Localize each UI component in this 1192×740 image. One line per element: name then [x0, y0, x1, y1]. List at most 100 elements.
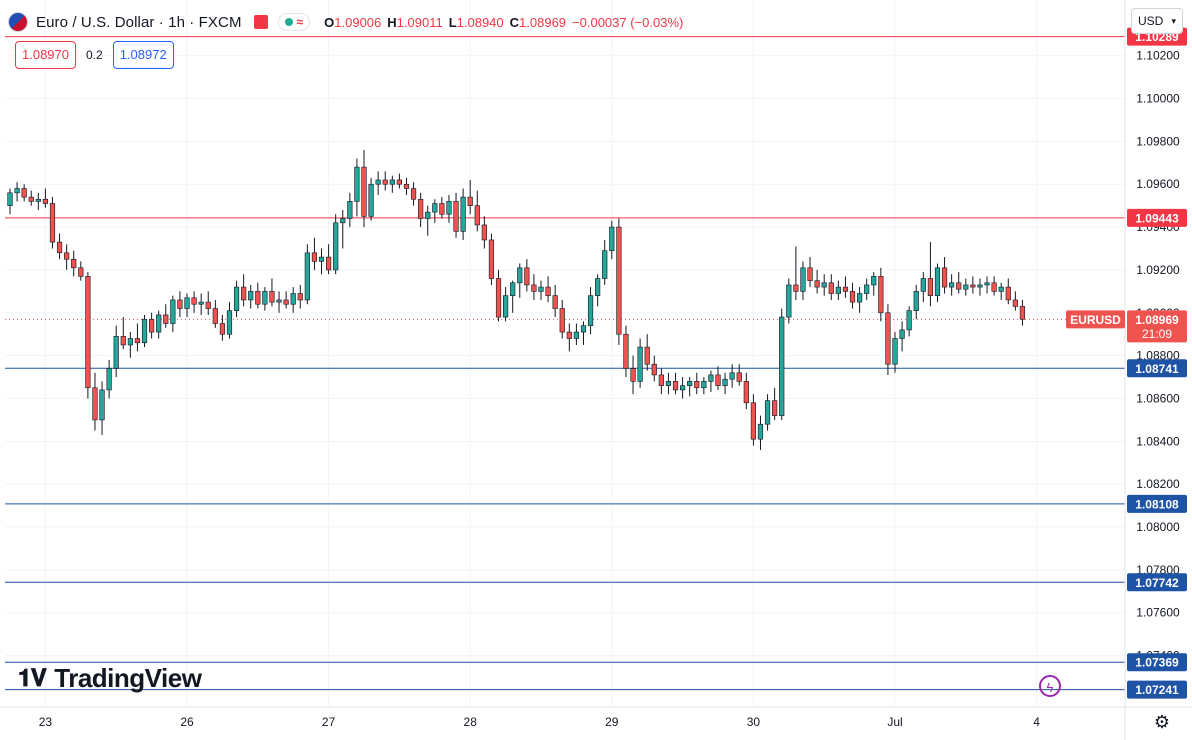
candle-body [56, 241, 63, 254]
candle-body [325, 256, 332, 271]
candle-body [963, 284, 969, 290]
chart-header: Euro / U.S. Dollar · 1h · FXCM ≈ O1.0900… [8, 10, 683, 34]
candle-body [1012, 299, 1018, 307]
horizontal-levels [5, 36, 1125, 691]
candle-body [715, 374, 721, 386]
level-tag-label: 1.07241 [1135, 683, 1179, 697]
candle-body [269, 291, 275, 303]
candle-body [205, 301, 211, 309]
y-tick-label: 1.08200 [1136, 477, 1180, 491]
price-axis[interactable]: 1.102001.100001.098001.096001.094001.092… [1124, 0, 1192, 740]
candle-body [446, 201, 452, 215]
candle-body [127, 338, 133, 346]
quote-row: 1.08970 0.2 1.08972 [15, 41, 174, 69]
symbol-title[interactable]: Euro / U.S. Dollar · 1h · FXCM [36, 13, 242, 31]
candle-body [71, 258, 77, 269]
candle-body [984, 282, 990, 286]
candle-body [191, 297, 197, 305]
level-tag-bg [1127, 573, 1187, 592]
candle-body [800, 267, 806, 292]
candle-body [226, 310, 233, 335]
candle-body [757, 423, 764, 440]
candle-body [637, 346, 643, 382]
candle-body [949, 282, 955, 288]
candle-body [354, 166, 360, 202]
candle-body [410, 188, 417, 200]
candle-body [42, 198, 48, 204]
candle-body [403, 183, 410, 189]
candle-body [163, 314, 169, 324]
candle-body [934, 267, 941, 296]
x-tick-label: 28 [464, 715, 478, 729]
candle-body [842, 286, 849, 292]
y-tick-label: 1.08600 [1136, 391, 1180, 405]
candle-body [786, 284, 792, 318]
level-tag-bg [1127, 680, 1187, 699]
settings-icon[interactable]: ⚙ [1153, 712, 1171, 732]
level-tag-label: 1.08108 [1135, 497, 1179, 511]
candle-body [453, 201, 459, 232]
grid-lines [5, 0, 1125, 707]
candle-body [106, 368, 112, 391]
y-tick-label: 1.09600 [1136, 177, 1180, 191]
candle-body [418, 198, 424, 219]
x-tick-label: 27 [322, 715, 336, 729]
level-tag-bg [1127, 208, 1187, 227]
ohlc-low: 1.08940 [456, 14, 504, 30]
candle-body [425, 211, 431, 219]
candle-body [623, 333, 629, 369]
candle-body [899, 329, 905, 339]
candle-body [120, 336, 126, 346]
candle-body [941, 267, 948, 288]
sell-button[interactable]: 1.08970 [15, 41, 76, 69]
ohlc-close: 1.08969 [519, 14, 567, 30]
market-status-pill[interactable]: ≈ [277, 13, 311, 31]
candle-body [927, 278, 933, 296]
candle-body [538, 286, 544, 292]
y-tick-label: 1.10000 [1136, 92, 1180, 106]
candles [7, 149, 1026, 450]
y-tick-label: 1.07600 [1136, 606, 1180, 620]
candle-body [970, 284, 976, 288]
candle-body [871, 276, 877, 286]
candle-body [729, 372, 735, 380]
candle-body [602, 250, 608, 279]
candle-body [864, 284, 870, 294]
candle-body [580, 325, 587, 333]
bolt-icon[interactable]: ϟ [1039, 675, 1061, 697]
x-tick-label: 29 [605, 715, 619, 729]
time-axis[interactable]: 23 26 27 28 29 30 Jul 4 [0, 706, 1192, 729]
candle-body [262, 291, 268, 305]
candle-body [502, 295, 509, 318]
candle-body [297, 293, 303, 301]
currency-button[interactable]: USD ▾ [1131, 8, 1183, 34]
candle-body [198, 301, 204, 305]
candle-body [977, 284, 983, 288]
countdown-label: 21:09 [1142, 327, 1172, 341]
candle-body [99, 389, 105, 421]
bell-icon[interactable] [253, 15, 268, 29]
x-tick-label: Jul [887, 715, 902, 729]
candle-body [389, 179, 395, 185]
candle-body [347, 201, 353, 219]
candle-body [156, 314, 162, 333]
candle-body [233, 286, 240, 311]
y-tick-label: 1.08400 [1136, 434, 1180, 448]
candle-body [665, 381, 672, 386]
candle-body [793, 284, 799, 292]
candle-body [736, 372, 742, 382]
candle-body [750, 402, 756, 440]
buy-button[interactable]: 1.08972 [112, 41, 174, 69]
x-tick-label: 30 [747, 715, 761, 729]
level-tag-label: 1.07742 [1135, 576, 1179, 590]
tradingview-logo: 𝟏𝐕 TradingView [18, 663, 202, 694]
candle-body [828, 282, 834, 294]
candle-body [559, 308, 565, 333]
candle-body [956, 282, 962, 290]
candle-body [835, 286, 841, 294]
candle-body [439, 203, 445, 215]
candle-body [998, 286, 1004, 292]
candle-body [722, 378, 728, 386]
candle-body [382, 179, 388, 185]
